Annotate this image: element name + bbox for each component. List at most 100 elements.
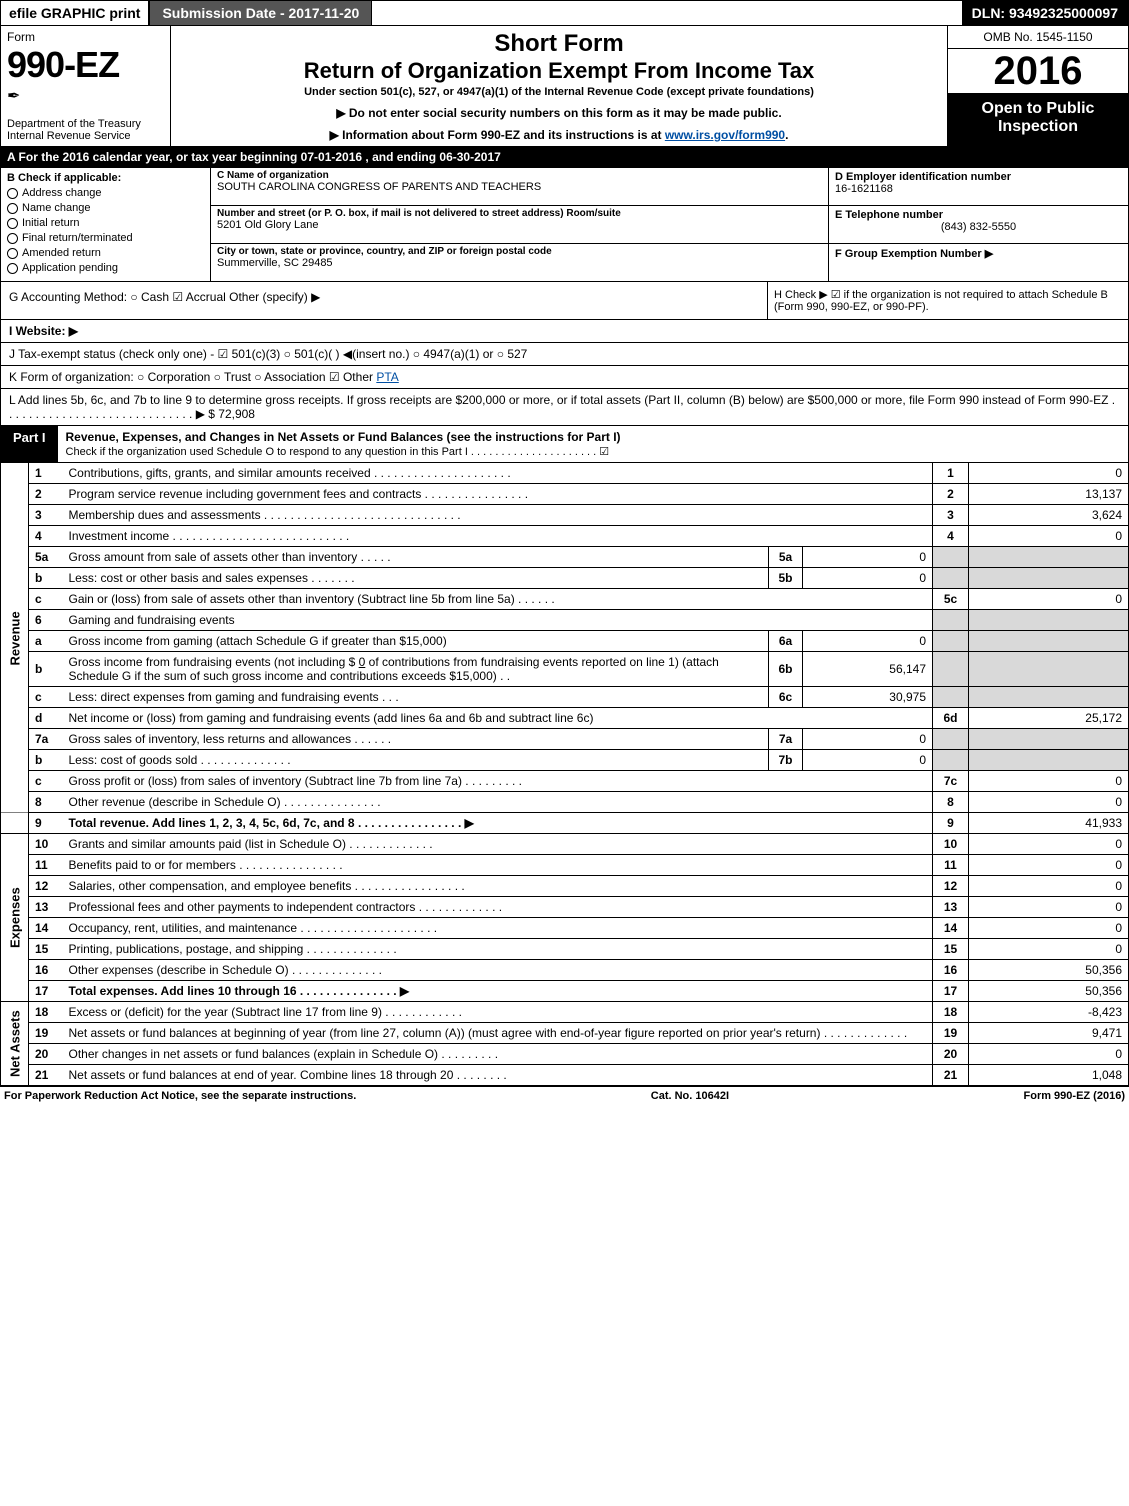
line-l-gross-receipts: L Add lines 5b, 6c, and 7b to line 9 to …	[0, 389, 1129, 426]
col-val: 3,624	[969, 505, 1129, 526]
financial-grid: Revenue 1 Contributions, gifts, grants, …	[0, 463, 1129, 1086]
col-no: 15	[933, 939, 969, 960]
line-no: c	[29, 687, 63, 708]
col-val: 13,137	[969, 484, 1129, 505]
org-name-cell: C Name of organization SOUTH CAROLINA CO…	[211, 168, 828, 206]
table-row: 19 Net assets or fund balances at beginn…	[1, 1023, 1129, 1044]
line-no: 15	[29, 939, 63, 960]
col-no: 2	[933, 484, 969, 505]
col-val: 50,356	[969, 960, 1129, 981]
subline-no: 6c	[769, 687, 803, 708]
table-row: c Gain or (loss) from sale of assets oth…	[1, 589, 1129, 610]
subline-no: 6b	[769, 652, 803, 687]
title-column: Short Form Return of Organization Exempt…	[171, 26, 948, 146]
line-desc: Professional fees and other payments to …	[63, 897, 933, 918]
org-city-cell: City or town, state or province, country…	[211, 244, 828, 281]
col-no: 11	[933, 855, 969, 876]
check-name-change[interactable]: Name change	[7, 202, 204, 214]
circle-icon	[7, 218, 18, 229]
box-def: D Employer identification number 16-1621…	[828, 168, 1128, 281]
check-final-return[interactable]: Final return/terminated	[7, 232, 204, 244]
org-name-label: C Name of organization	[217, 170, 822, 181]
open-to-public: Open to Public Inspection	[948, 94, 1128, 146]
table-row: c Gross profit or (loss) from sales of i…	[1, 771, 1129, 792]
part-1-header: Part I Revenue, Expenses, and Changes in…	[0, 426, 1129, 463]
col-val: 25,172	[969, 708, 1129, 729]
right-column: OMB No. 1545-1150 2016 Open to Public In…	[948, 26, 1128, 146]
circle-icon	[7, 188, 18, 199]
line-no: a	[29, 631, 63, 652]
line-no: 20	[29, 1044, 63, 1065]
check-amended[interactable]: Amended return	[7, 247, 204, 259]
circle-icon	[7, 248, 18, 259]
line-no: 21	[29, 1065, 63, 1086]
subline-no: 6a	[769, 631, 803, 652]
table-row: 4 Investment income . . . . . . . . . . …	[1, 526, 1129, 547]
check-address-change[interactable]: Address change	[7, 187, 204, 199]
expenses-section-label: Expenses	[1, 834, 29, 1002]
part-1-title-text: Revenue, Expenses, and Changes in Net As…	[66, 430, 621, 444]
line-desc: Less: cost or other basis and sales expe…	[63, 568, 769, 589]
subline-no: 7a	[769, 729, 803, 750]
desc-6b-pre: Gross income from fundraising events (no…	[69, 655, 359, 669]
pta-link[interactable]: PTA	[376, 370, 398, 384]
part-1-title: Revenue, Expenses, and Changes in Net As…	[58, 426, 1122, 462]
col-no: 7c	[933, 771, 969, 792]
efile-print-label[interactable]: efile GRAPHIC print	[1, 1, 150, 25]
col-val: 0	[969, 876, 1129, 897]
line-desc: Investment income . . . . . . . . . . . …	[63, 526, 933, 547]
line-desc: Less: cost of goods sold . . . . . . . .…	[63, 750, 769, 771]
check-application-pending[interactable]: Application pending	[7, 262, 204, 274]
table-row: 16 Other expenses (describe in Schedule …	[1, 960, 1129, 981]
col-no: 17	[933, 981, 969, 1002]
col-val: 0	[969, 463, 1129, 484]
subline-no: 7b	[769, 750, 803, 771]
part-1-checkbox[interactable]	[1122, 426, 1128, 462]
col-no: 4	[933, 526, 969, 547]
line-no: c	[29, 589, 63, 610]
table-row: d Net income or (loss) from gaming and f…	[1, 708, 1129, 729]
line-no: 1	[29, 463, 63, 484]
period-begin: 07-01-2016	[301, 150, 362, 164]
line-desc: Benefits paid to or for members . . . . …	[63, 855, 933, 876]
advise-ssn: ▶ Do not enter social security numbers o…	[179, 106, 939, 120]
line-desc: Other revenue (describe in Schedule O) .…	[63, 792, 933, 813]
shaded-cell	[933, 750, 969, 771]
line-no: 16	[29, 960, 63, 981]
line-desc: Gross income from gaming (attach Schedul…	[63, 631, 769, 652]
irs-link[interactable]: www.irs.gov/form990	[665, 128, 785, 142]
footer-left: For Paperwork Reduction Act Notice, see …	[4, 1090, 356, 1102]
table-row: Net Assets 18 Excess or (deficit) for th…	[1, 1002, 1129, 1023]
table-row: Expenses 10 Grants and similar amounts p…	[1, 834, 1129, 855]
line-desc: Gross sales of inventory, less returns a…	[63, 729, 769, 750]
line-j-tax-status: J Tax-exempt status (check only one) - ☑…	[0, 343, 1129, 366]
line-no: b	[29, 568, 63, 589]
form-header: Form 990-EZ ✒ Department of the Treasury…	[0, 26, 1129, 147]
line-desc: Program service revenue including govern…	[63, 484, 933, 505]
advise-info-pre: ▶ Information about Form 990-EZ and its …	[330, 128, 665, 142]
tax-year: 2016	[948, 49, 1128, 94]
short-form-label: Short Form	[179, 30, 939, 58]
line-desc: Gaming and fundraising events	[63, 610, 933, 631]
col-val: -8,423	[969, 1002, 1129, 1023]
col-val: 0	[969, 939, 1129, 960]
line-desc: Salaries, other compensation, and employ…	[63, 876, 933, 897]
accounting-row: G Accounting Method: ○ Cash ☑ Accrual Ot…	[0, 282, 1129, 320]
subline-val: 0	[803, 568, 933, 589]
line-desc: Printing, publications, postage, and shi…	[63, 939, 933, 960]
irs-text: Internal Revenue Service	[7, 130, 131, 142]
under-section-text: Under section 501(c), 527, or 4947(a)(1)…	[179, 86, 939, 98]
table-row: 6 Gaming and fundraising events	[1, 610, 1129, 631]
dept-text: Department of the Treasury	[7, 118, 141, 130]
line-desc: Net assets or fund balances at beginning…	[63, 1023, 933, 1044]
group-exemption-cell: F Group Exemption Number ▶	[829, 244, 1128, 281]
line-no: 17	[29, 981, 63, 1002]
line-no: 4	[29, 526, 63, 547]
line-no: 2	[29, 484, 63, 505]
check-initial-return[interactable]: Initial return	[7, 217, 204, 229]
col-val: 0	[969, 855, 1129, 876]
col-val: 0	[969, 589, 1129, 610]
phone-value: (843) 832-5550	[835, 221, 1122, 233]
table-row: 8 Other revenue (describe in Schedule O)…	[1, 792, 1129, 813]
org-street-value: 5201 Old Glory Lane	[217, 219, 822, 231]
